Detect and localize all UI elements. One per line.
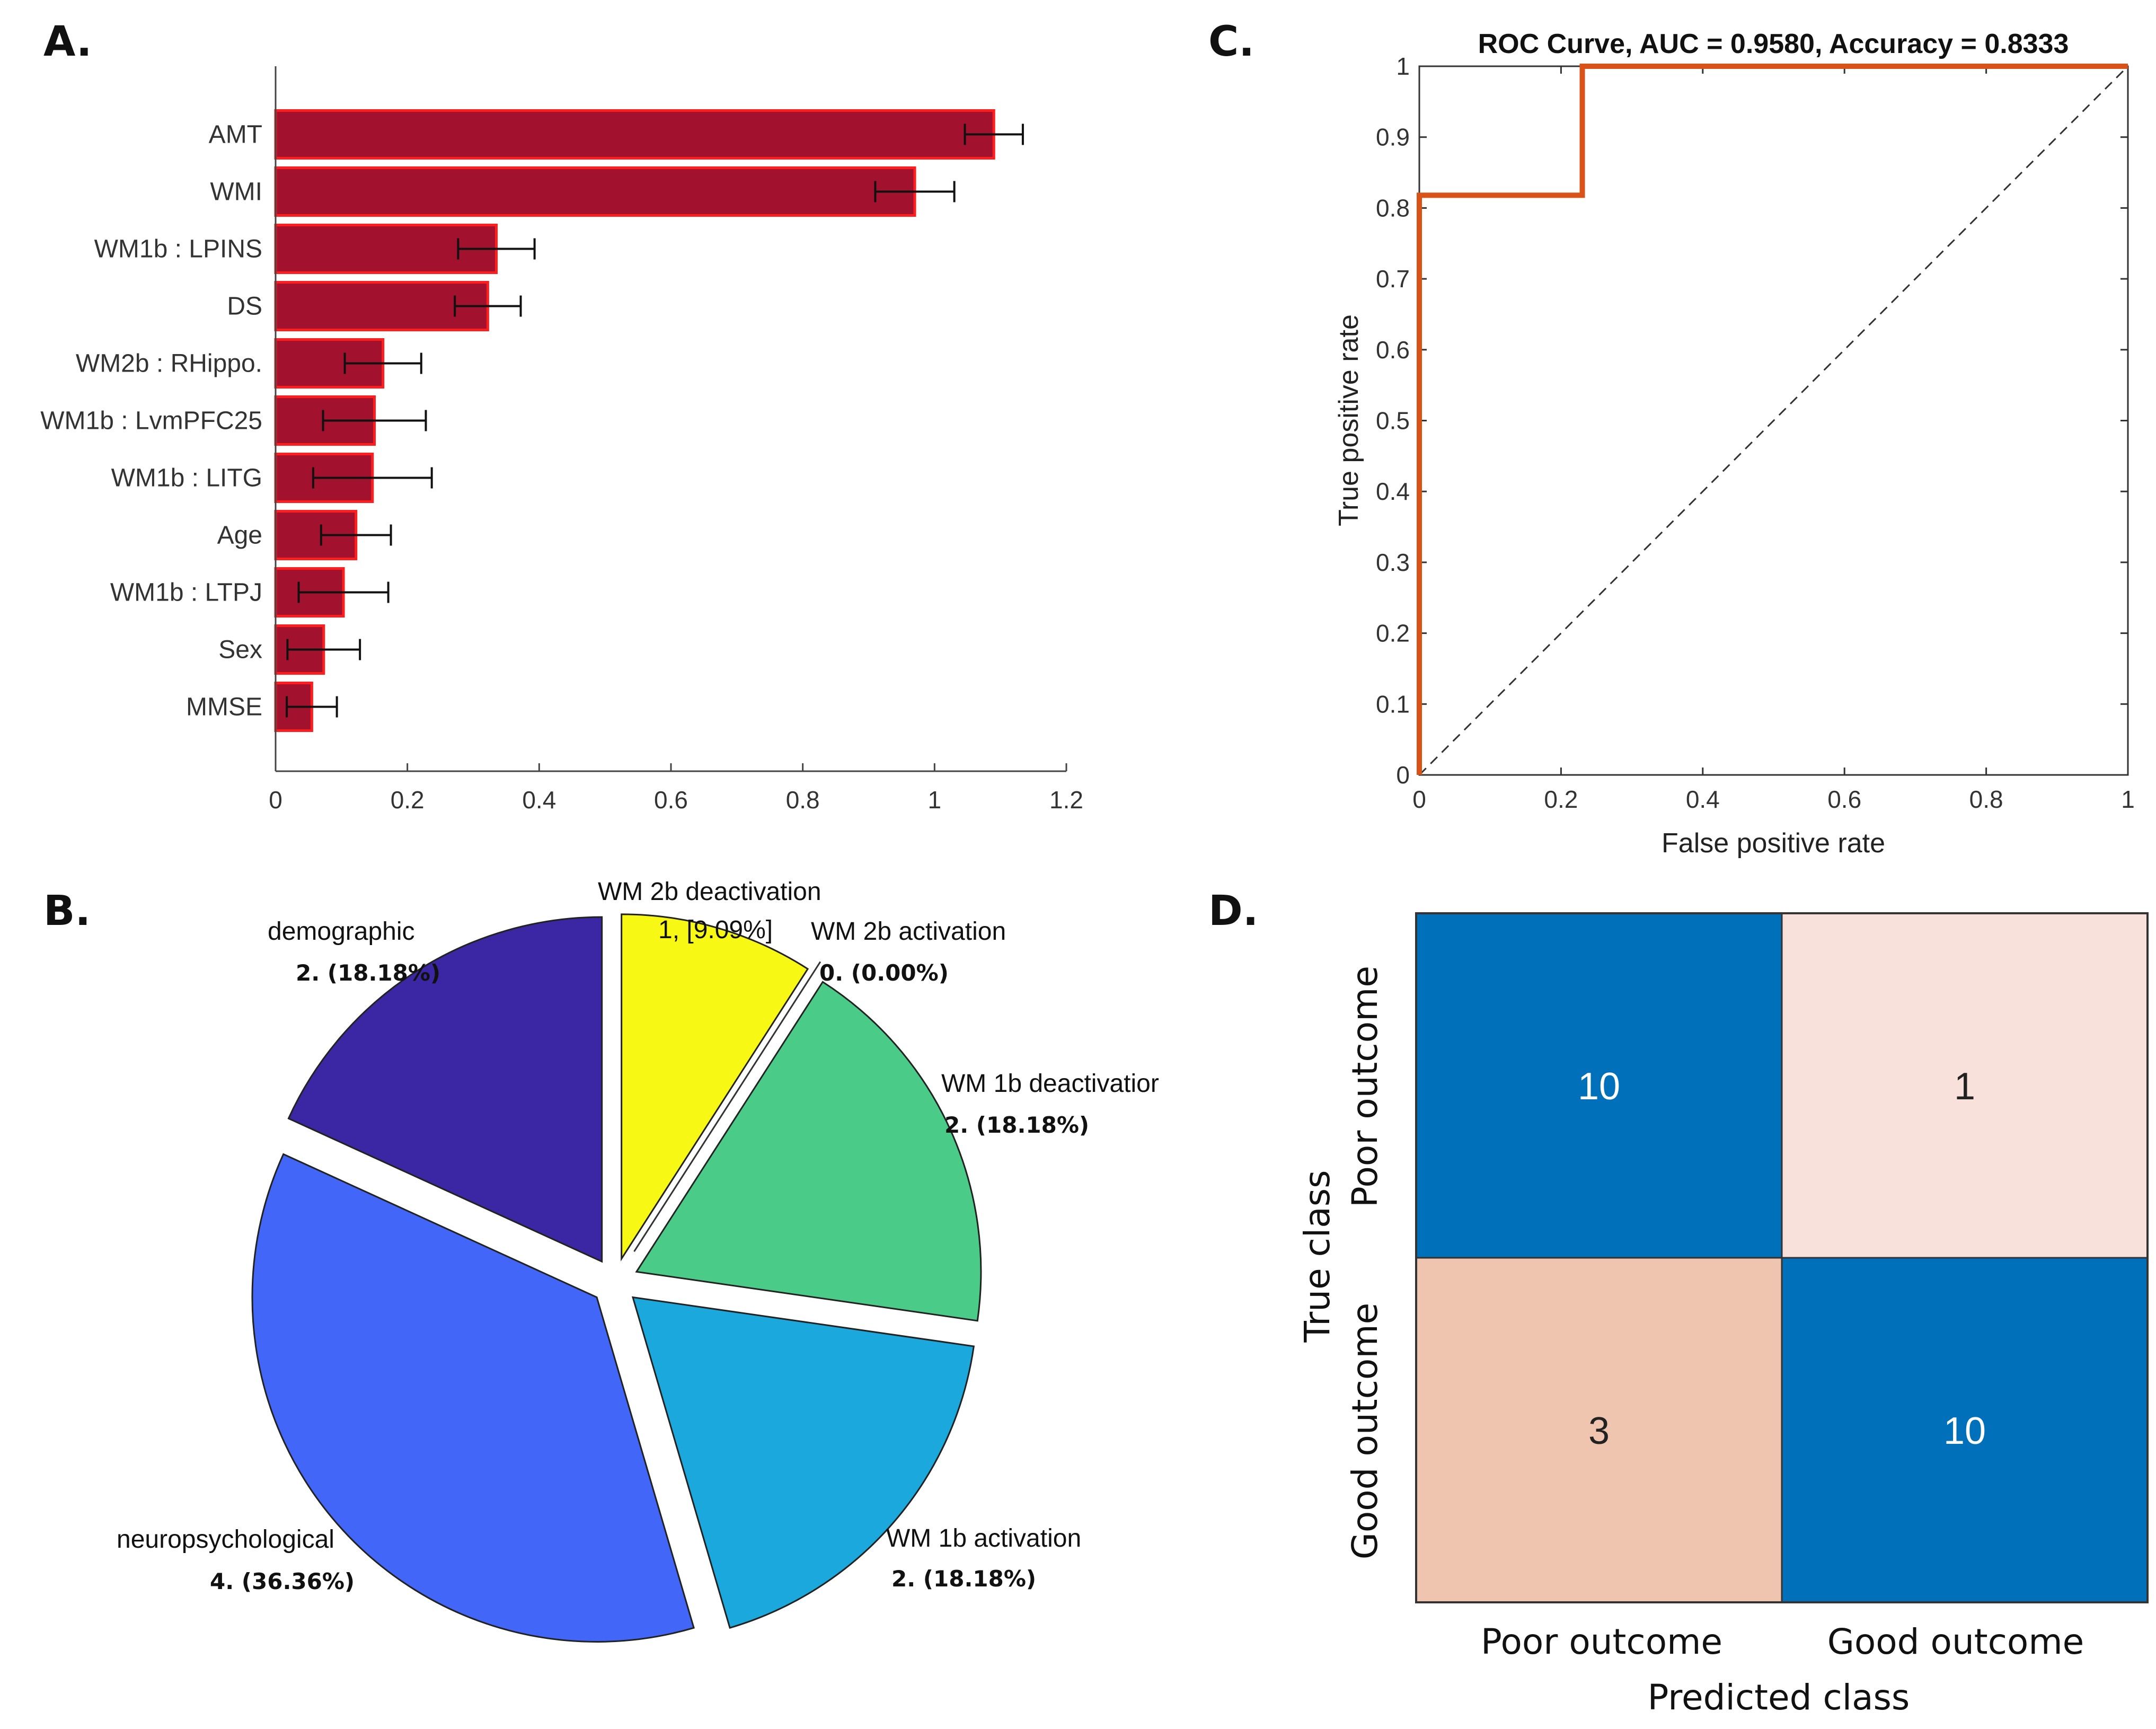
cm-cell-1-1 [1781, 1257, 2149, 1603]
roc-y-tick-label: 0.4 [1376, 478, 1410, 505]
roc-ticks: 0 0.2 0.4 0.6 0.8 1 0 0.1 0.2 0.3 0.4 0.5 0.6 0.7 0.8 0… [1376, 52, 2135, 813]
bar-label-wm1b-litg: WM1b : LITG [111, 464, 262, 492]
pie-value-wm1b-deactivation: 2. (18.18%) [944, 1112, 1089, 1138]
pie-label-wm1b-activation: WM 1b activation [886, 1524, 1081, 1552]
roc-y-tick-label: 0.7 [1376, 265, 1410, 293]
bar-label-wm1b-ltpj: WM1b : LTPJ [110, 579, 262, 607]
pie-value-wm2b-deactivation: 1, [9.09%] [658, 916, 773, 944]
cm-cell-0-1 [1781, 912, 2149, 1259]
pie-value-wm2b-activation: 0. (0.00%) [819, 960, 949, 986]
roc-x-tick-label: 0 [1412, 786, 1426, 813]
pie-value-neuropsychological: 4. (36.36%) [210, 1568, 355, 1594]
pie-value-demographic: 2. (18.18%) [296, 960, 440, 986]
pie-label-wm1b-deactivation: WM 1b deactivatior [941, 1070, 1159, 1098]
roc-y-tick-label: 0.8 [1376, 194, 1410, 222]
bar-wmi [274, 166, 916, 217]
roc-y-tick-label: 0 [1396, 761, 1410, 789]
bar-x-tick-label: 0.6 [654, 786, 688, 814]
bar-label-age: Age [217, 522, 262, 550]
pie-label-neuropsychological: neuropsychological [117, 1525, 334, 1554]
roc-y-tick-label: 0.2 [1376, 620, 1410, 647]
roc-y-tick-label: 1 [1396, 52, 1410, 80]
roc-y-tick-label: 0.5 [1376, 407, 1410, 435]
cm-col-label-poor: Poor outcome [1481, 1621, 1722, 1662]
pie-slice-wm-2b-deactivation [621, 913, 809, 1262]
bar-label-mmse: MMSE [186, 693, 262, 721]
pie-slices [251, 913, 982, 1643]
bar-x-ticks: 0 0.2 0.4 0.6 0.8 1 1.2 [269, 763, 1083, 814]
pie-slice-wm-2b-activation [633, 961, 821, 1252]
bar-label-wm2b-rhippo: WM2b : RHippo. [76, 350, 262, 378]
cm-cell-1-0 [1415, 1257, 1783, 1603]
roc-y-tick-label: 0.6 [1376, 336, 1410, 364]
cm-col-label-good: Good outcome [1827, 1621, 2084, 1662]
bar-x-tick-label: 0.4 [522, 786, 556, 814]
panel-label-c: C. [1208, 18, 1254, 66]
bar-x-tick-label: 1 [928, 786, 942, 814]
bar-x-tick-label: 0 [269, 786, 282, 814]
bar-x-tick-label: 0.8 [786, 786, 820, 814]
roc-x-tick-label: 0.4 [1686, 786, 1720, 813]
roc-y-tick-label: 0.3 [1376, 549, 1410, 576]
cm-cell-value: 10 [1578, 1065, 1620, 1108]
bar-chart-panel: AMT WMI WM1b : LPINS DS WM2b : RHippo. WM1b :… [40, 66, 1083, 814]
bar-x-tick-label: 0.2 [391, 786, 425, 814]
roc-chance-line [1418, 65, 2129, 776]
pie-label-demographic: demographic [268, 918, 415, 946]
roc-y-tick-label: 0.9 [1376, 124, 1410, 151]
roc-chart-panel: 0 0.2 0.4 0.6 0.8 1 0 0.1 0.2 0.3 0.4 0.5 0.6 0.7 0.8 0… [1333, 29, 2135, 859]
pie-chart-panel: WM 2b deactivation 1, [9.09%] WM 2b acti… [117, 878, 1159, 1643]
cm-row-label-poor: Poor outcome [1345, 966, 1385, 1207]
bar-amt [274, 109, 995, 160]
bar-label-wmi: WMI [210, 178, 262, 206]
confusion-matrix-border [1415, 912, 2149, 1603]
confusion-matrix-cells: 10 1 3 10 [1415, 912, 2149, 1603]
cm-row-label-good: Good outcome [1345, 1303, 1385, 1559]
pie-slice-demographic [287, 916, 603, 1263]
roc-x-tick-label: 1 [2121, 786, 2135, 813]
bar-label-amt: AMT [209, 121, 262, 149]
cm-x-axis-label: Predicted class [1648, 1677, 1910, 1718]
bar-x-tick-label: 1.2 [1049, 786, 1083, 814]
pie-slice-wm-1b-deactivatior [635, 981, 982, 1322]
pie-label-wm2b-deactivation: WM 2b deactivation [598, 878, 821, 906]
pie-slice-wm-1b-activation [631, 1296, 975, 1629]
pie-labels: WM 2b deactivation 1, [9.09%] WM 2b acti… [117, 878, 1159, 1594]
roc-x-tick-label: 0.8 [1969, 786, 2003, 813]
cm-cell-value: 1 [1954, 1065, 1975, 1108]
bar-category-labels: AMT WMI WM1b : LPINS DS WM2b : RHippo. WM1b :… [40, 121, 262, 721]
pie-value-wm1b-activation: 2. (18.18%) [891, 1566, 1036, 1592]
error-bars [286, 124, 1024, 718]
bar-label-sex: Sex [218, 636, 262, 664]
roc-x-axis-label: False positive rate [1662, 828, 1885, 859]
roc-curve-line [1417, 64, 2128, 775]
roc-title: ROC Curve, AUC = 0.9580, Accuracy = 0.83… [1478, 29, 2069, 59]
cm-cell-value: 10 [1943, 1410, 1986, 1452]
bar-label-wm1b-lvmpfc25: WM1b : LvmPFC25 [40, 407, 262, 435]
roc-x-tick-label: 0.6 [1827, 786, 1861, 813]
confusion-matrix-panel: 10 1 3 10 Poor outcome Good outcome Predict… [1297, 912, 2149, 1718]
roc-y-axis-label: True positive rate [1333, 314, 1364, 526]
roc-x-tick-label: 0.2 [1544, 786, 1578, 813]
pie-label-wm2b-activation: WM 2b activation [811, 918, 1006, 946]
roc-y-tick-label: 0.1 [1376, 690, 1410, 718]
pie-slice-neuropsychological [251, 1153, 695, 1643]
panel-label-a: A. [43, 18, 92, 66]
panel-label-d: D. [1208, 887, 1258, 935]
bar-label-ds: DS [227, 293, 262, 321]
bar-label-wm1b-lpins: WM1b : LPINS [94, 235, 262, 263]
cm-cell-value: 3 [1588, 1410, 1610, 1452]
panel-label-b: B. [43, 887, 91, 935]
cm-y-axis-label: True class [1297, 1170, 1338, 1343]
